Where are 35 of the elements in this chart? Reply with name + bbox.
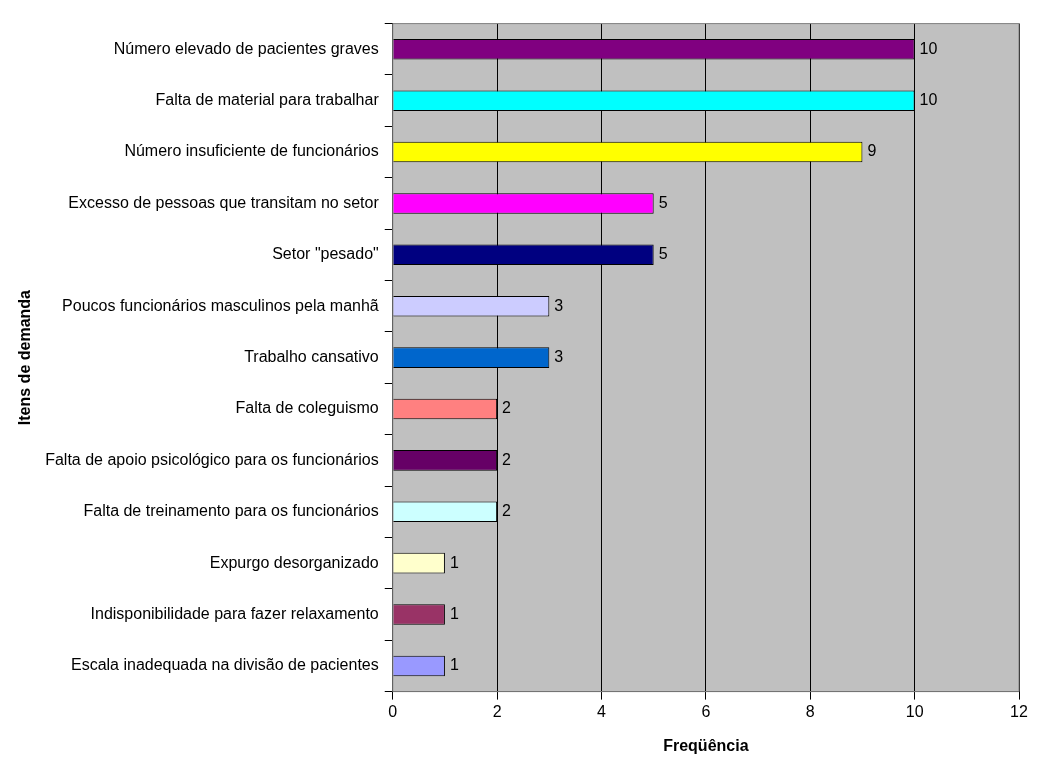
y-tick-label: Número elevado de pacientes graves — [113, 39, 379, 57]
y-tick-label: Indisponibilidade para fazer relaxamento — [90, 604, 379, 622]
y-tick-label: Excesso de pessoas que transitam no setor — [68, 193, 380, 211]
data-label: 3 — [554, 348, 564, 366]
y-tick-label: Escala inadequada na divisão de pacientes — [70, 656, 379, 674]
data-label: 5 — [658, 245, 668, 263]
data-label: 1 — [449, 604, 459, 622]
x-tick-label: 4 — [597, 702, 607, 720]
y-tick-label: Falta de coleguismo — [235, 399, 379, 417]
y-tick-label: Setor "pesado" — [272, 245, 379, 263]
x-tick-label: 2 — [492, 702, 502, 720]
x-tick-label: 10 — [905, 702, 924, 720]
data-label: 2 — [502, 502, 512, 520]
data-label: 3 — [554, 296, 564, 314]
data-label: 2 — [502, 399, 512, 417]
x-tick-label: 0 — [388, 702, 398, 720]
y-tick-label: Trabalho cansativo — [244, 348, 379, 366]
data-label: 1 — [449, 553, 459, 571]
y-tick-label: Falta de treinamento para os funcionários — [83, 502, 379, 520]
x-tick-label: 8 — [805, 702, 815, 720]
data-label: 10 — [919, 39, 938, 57]
data-label: 2 — [502, 450, 512, 468]
x-tick-label: 6 — [701, 702, 711, 720]
x-axis-title: Freqüência — [663, 736, 749, 754]
data-label: 10 — [919, 91, 938, 109]
y-tick-label: Falta de apoio psicológico para os funcionários — [45, 450, 379, 468]
x-tick-label: 12 — [1010, 702, 1028, 720]
y-tick-label: Expurgo desorganizado — [209, 553, 379, 571]
y-tick-label: Número insuficiente de funcionários — [124, 142, 379, 160]
data-label: 9 — [867, 142, 877, 160]
y-tick-label: Poucos funcionários masculinos pela manhã — [62, 296, 379, 314]
data-label: 5 — [658, 193, 668, 211]
y-axis-title: Itens de demanda — [16, 289, 34, 426]
y-tick-label: Falta de material para trabalhar — [155, 91, 380, 109]
data-label: 1 — [449, 656, 459, 674]
